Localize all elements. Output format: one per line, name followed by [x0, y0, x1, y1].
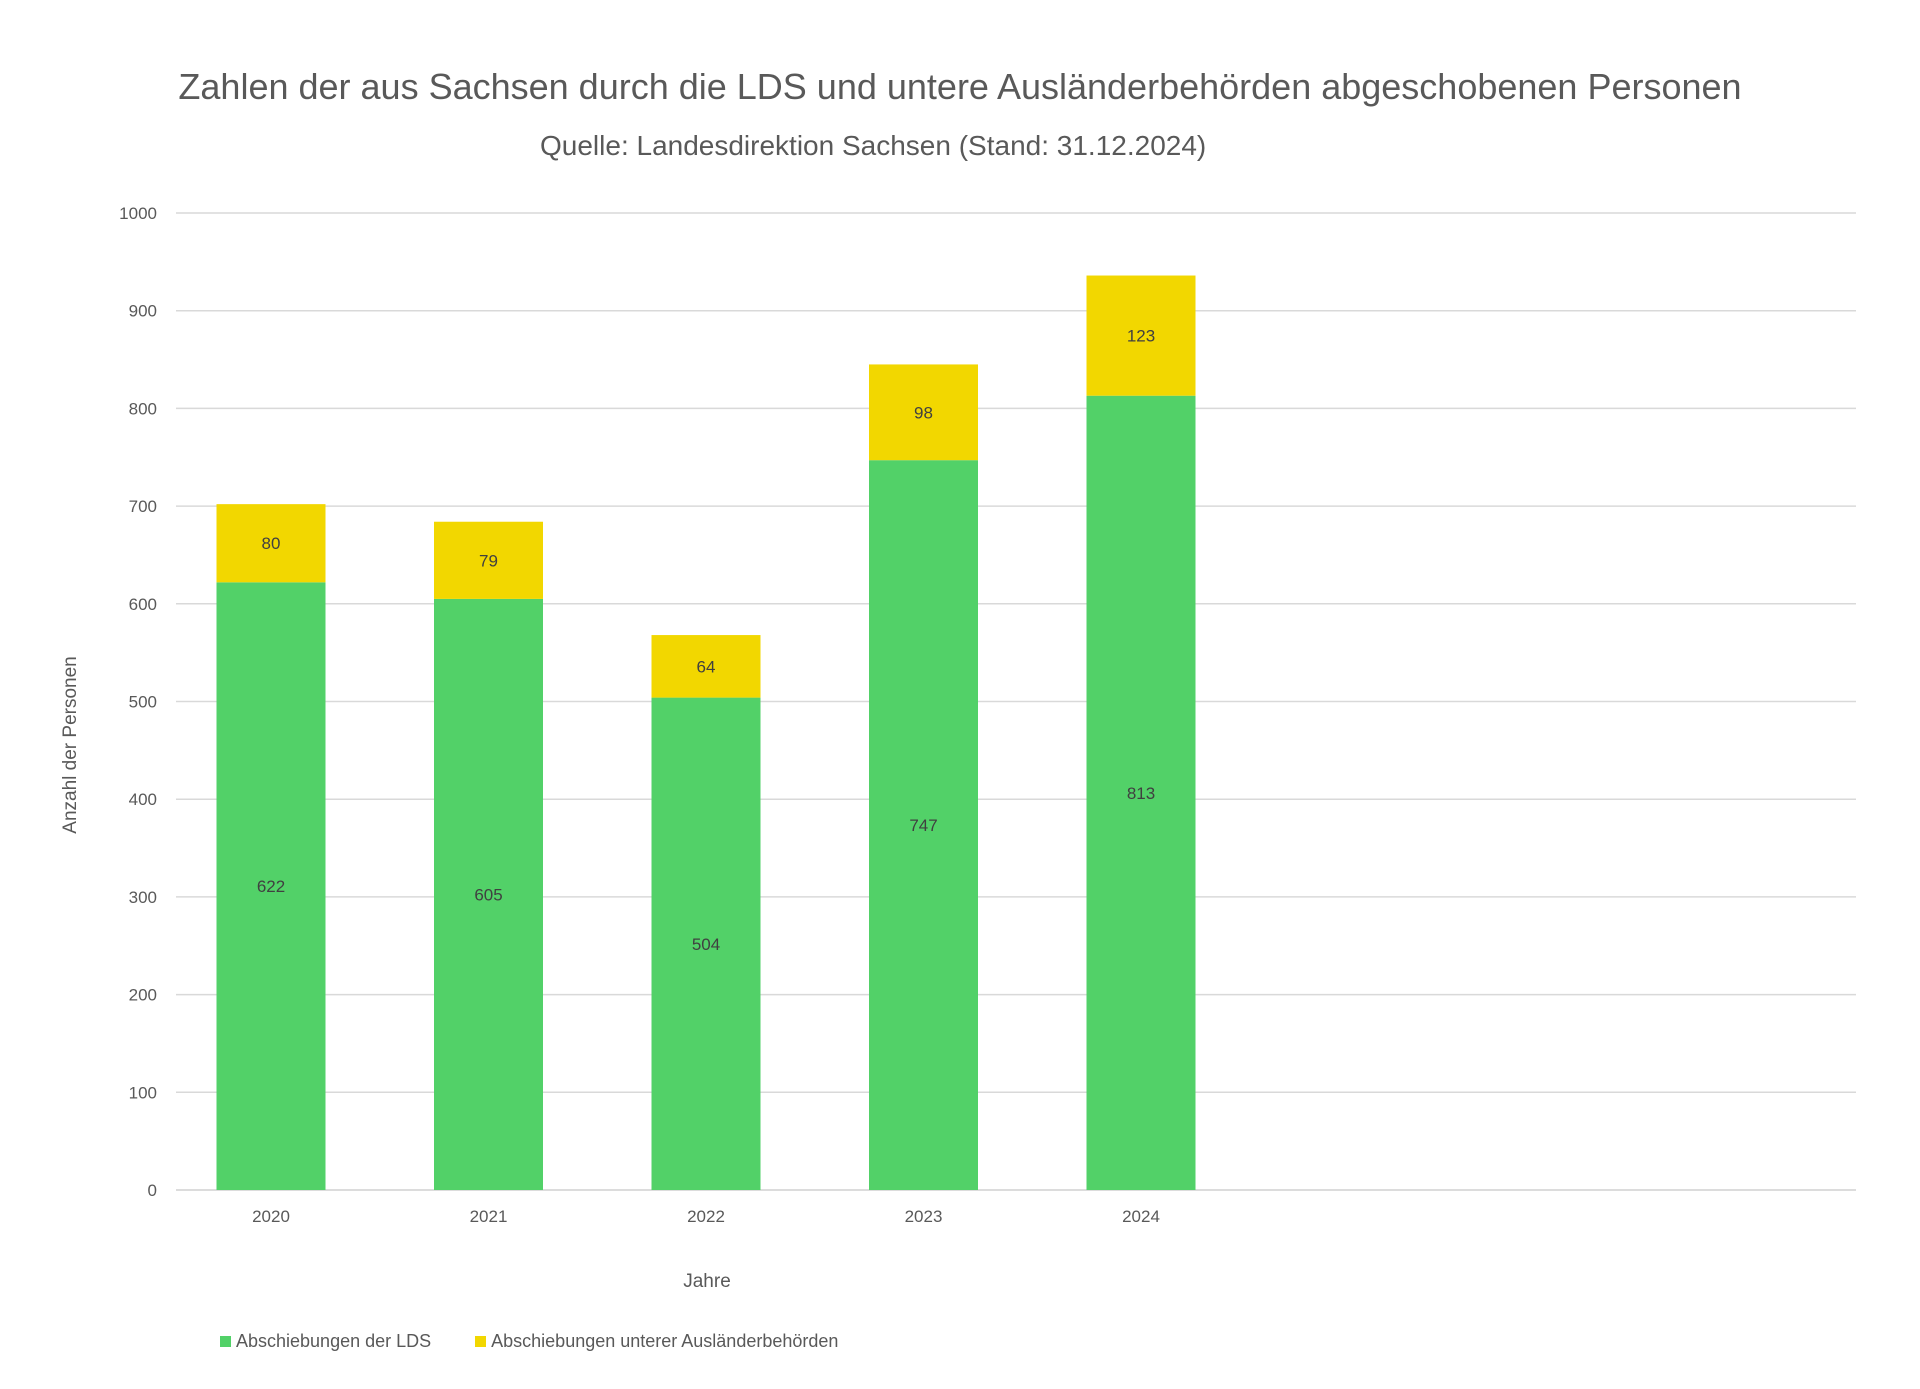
- legend-item-lds: Abschiebungen der LDS: [220, 1331, 431, 1352]
- y-tick-label: 100: [129, 1083, 157, 1102]
- data-label: 622: [257, 877, 285, 896]
- bar-segment-abh: [869, 364, 978, 461]
- y-tick-label: 300: [129, 888, 157, 907]
- y-tick-label: 400: [129, 790, 157, 809]
- bar-segment-abh: [434, 521, 543, 599]
- bar-segment-lds: [434, 598, 543, 1190]
- x-tick-label: 2023: [905, 1207, 943, 1226]
- data-label: 80: [262, 534, 281, 553]
- bar-segment-abh: [1086, 275, 1196, 396]
- y-tick-label: 1000: [119, 204, 157, 223]
- data-label: 98: [914, 403, 933, 422]
- x-tick-label: 2021: [470, 1207, 508, 1226]
- y-tick-label: 0: [148, 1181, 157, 1200]
- legend-label-abh: Abschiebungen unterer Ausländerbehörden: [491, 1331, 839, 1351]
- bar-segment-lds: [651, 697, 761, 1190]
- data-label: 504: [692, 935, 720, 954]
- chart-subtitle: Quelle: Landesdirektion Sachsen (Stand: …: [540, 130, 1207, 161]
- y-tick-label: 200: [129, 986, 157, 1005]
- data-label: 605: [474, 885, 502, 904]
- x-tick-label: 2022: [687, 1207, 725, 1226]
- x-axis-label: Jahre: [683, 1271, 731, 1292]
- y-tick-label: 500: [129, 693, 157, 712]
- legend: Abschiebungen der LDS Abschiebungen unte…: [220, 1331, 838, 1352]
- y-tick-label: 800: [129, 399, 157, 418]
- data-label: 813: [1127, 784, 1155, 803]
- data-label: 123: [1127, 327, 1155, 346]
- bar-segment-lds: [1086, 395, 1196, 1191]
- bar-segment-abh: [216, 504, 326, 583]
- legend-label-lds: Abschiebungen der LDS: [236, 1331, 432, 1351]
- x-tick-label: 2024: [1122, 1207, 1160, 1226]
- bar-segment-lds: [869, 460, 978, 1190]
- x-tick-label: 2020: [252, 1207, 290, 1226]
- chart-title: Zahlen der aus Sachsen durch die LDS und…: [178, 66, 1742, 107]
- legend-item-abh: Abschiebungen unterer Ausländerbehörden: [475, 1331, 838, 1352]
- data-label: 79: [479, 551, 498, 570]
- data-label: 747: [909, 816, 937, 835]
- legend-swatch-lds: [220, 1336, 231, 1347]
- data-label: 64: [697, 657, 716, 676]
- y-tick-label: 900: [129, 302, 157, 321]
- y-axis-label: Anzahl der Personen: [60, 656, 81, 833]
- bar-segment-abh: [651, 635, 761, 698]
- y-tick-label: 600: [129, 595, 157, 614]
- bar-segment-lds: [216, 582, 326, 1190]
- y-tick-label: 700: [129, 497, 157, 516]
- legend-swatch-abh: [475, 1336, 487, 1347]
